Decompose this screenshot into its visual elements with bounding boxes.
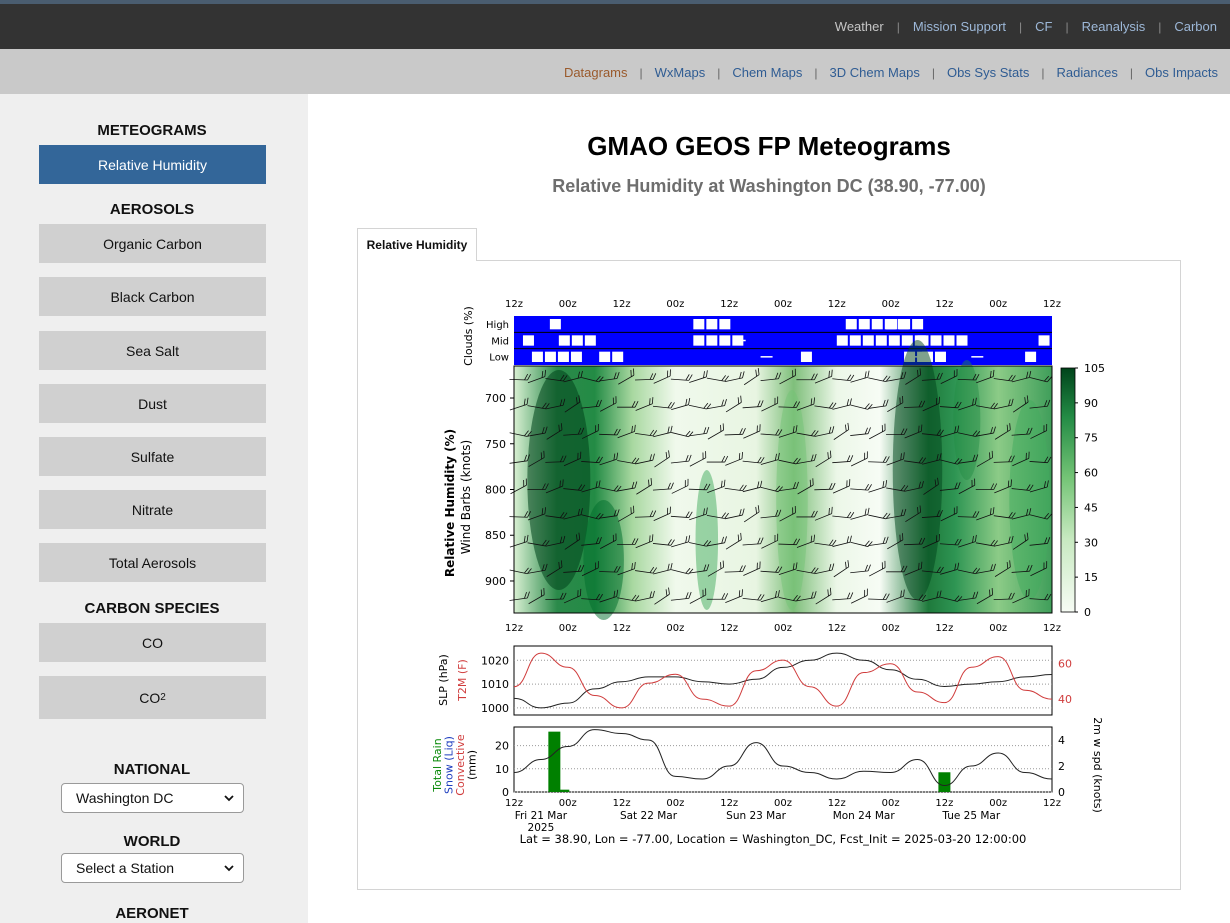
world-select-value: Select a Station — [76, 860, 175, 876]
aerosols-heading: AEROSOLS — [109, 201, 195, 218]
co2-subscript: 2 — [160, 692, 166, 703]
sub-nav-obs-impacts[interactable]: Obs Impacts — [1145, 65, 1218, 80]
carbon-species-heading: CARBON SPECIES — [84, 600, 220, 617]
top-nav-cf[interactable]: CF — [1035, 19, 1053, 34]
page-subtitle: Relative Humidity at Washington DC (38.9… — [552, 176, 986, 196]
sea-salt-button[interactable]: Sea Salt — [39, 331, 266, 370]
co2-label: CO — [139, 689, 161, 706]
total-aerosols-button[interactable]: Total Aerosols — [39, 543, 266, 582]
sub-nav-datagrams[interactable]: Datagrams — [563, 65, 628, 80]
organic-carbon-button[interactable]: Organic Carbon — [39, 224, 266, 263]
nav-separator: | — [896, 19, 900, 34]
nav-separator: | — [1065, 19, 1069, 34]
top-nav-carbon[interactable]: Carbon — [1174, 19, 1217, 34]
sidebar: METEOGRAMS Relative Humidity AEROSOLS Or… — [0, 94, 308, 923]
nav-separator: | — [931, 65, 935, 80]
top-nav-bar: Weather | Mission Support | CF | Reanaly… — [0, 0, 1230, 49]
national-station-select[interactable]: Washington DC — [61, 783, 244, 813]
meteogram-panel — [357, 260, 1181, 890]
nav-separator: | — [1041, 65, 1045, 80]
meteograms-heading: METEOGRAMS — [97, 122, 207, 139]
nav-separator: | — [639, 65, 643, 80]
sub-nav-obs-sys-stats[interactable]: Obs Sys Stats — [946, 65, 1030, 80]
sub-nav-wxmaps[interactable]: WxMaps — [654, 65, 706, 80]
nav-separator: | — [1129, 65, 1134, 80]
aeronet-heading: AERONET — [115, 905, 189, 922]
sub-nav-bar: Datagrams | WxMaps | Chem Maps | 3D Chem… — [0, 49, 1230, 94]
top-nav-mission-support[interactable]: Mission Support — [912, 19, 1007, 34]
world-station-select[interactable]: Select a Station — [61, 853, 244, 883]
nitrate-button[interactable]: Nitrate — [39, 490, 266, 529]
co2-button[interactable]: CO 2 — [39, 676, 266, 719]
chevron-down-icon — [224, 795, 234, 802]
sub-nav-radiances[interactable]: Radiances — [1056, 65, 1118, 80]
black-carbon-button[interactable]: Black Carbon — [39, 277, 266, 316]
page-title: GMAO GEOS FP Meteograms — [587, 131, 951, 161]
sub-nav: Datagrams | WxMaps | Chem Maps | 3D Chem… — [552, 65, 1230, 80]
top-nav-weather[interactable]: Weather — [834, 19, 884, 34]
nav-separator: | — [717, 65, 721, 80]
tab-relative-humidity[interactable]: Relative Humidity — [357, 228, 477, 261]
sulfate-button[interactable]: Sulfate — [39, 437, 266, 476]
nav-separator: | — [1019, 19, 1023, 34]
chevron-down-icon — [224, 865, 234, 872]
dust-button[interactable]: Dust — [39, 384, 266, 423]
relative-humidity-button[interactable]: Relative Humidity — [39, 145, 266, 184]
nav-separator: | — [814, 65, 818, 80]
national-select-value: Washington DC — [76, 790, 174, 806]
co-button[interactable]: CO — [39, 623, 266, 662]
national-heading: NATIONAL — [113, 761, 191, 778]
top-nav: Weather | Mission Support | CF | Reanaly… — [822, 19, 1230, 34]
world-heading: WORLD — [123, 833, 181, 850]
nav-separator: | — [1158, 19, 1162, 34]
sub-nav-chem-maps[interactable]: Chem Maps — [732, 65, 803, 80]
top-nav-reanalysis[interactable]: Reanalysis — [1081, 19, 1146, 34]
sub-nav-3d-chem-maps[interactable]: 3D Chem Maps — [829, 65, 920, 80]
